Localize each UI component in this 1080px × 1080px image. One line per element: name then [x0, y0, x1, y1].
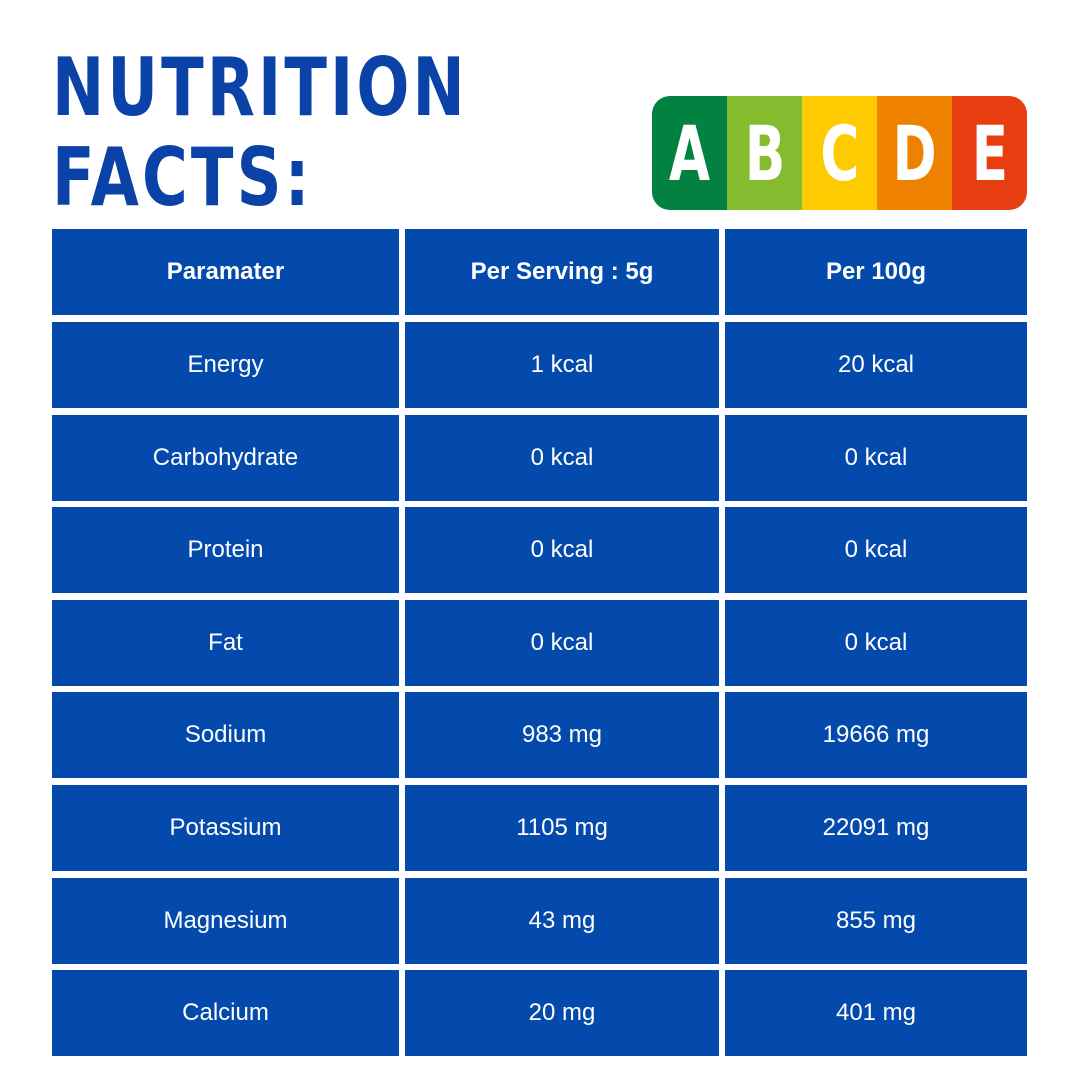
score-letter: D	[892, 108, 937, 198]
table-cell: Potassium	[52, 785, 399, 871]
table-cell: Energy	[52, 322, 399, 408]
table-cell: 0 kcal	[725, 414, 1027, 501]
table-cell: 22091 mg	[725, 785, 1027, 871]
table-cell: Calcium	[52, 970, 399, 1057]
table-cell: 43 mg	[405, 877, 719, 964]
table-cell: 20 mg	[405, 970, 719, 1057]
score-letter: C	[819, 108, 860, 198]
table-cell: 20 kcal	[725, 322, 1027, 408]
title-line: NUTRITION	[52, 41, 468, 134]
table-cell: 0 kcal	[725, 507, 1027, 594]
score-segment: B	[727, 96, 802, 210]
header-cell: Per Serving : 5g	[405, 229, 719, 315]
table-cell: 1105 mg	[405, 785, 719, 871]
table-cell: 0 kcal	[405, 507, 719, 594]
table-cell: 0 kcal	[405, 599, 719, 686]
table-cell: Magnesium	[52, 877, 399, 964]
header-cell: Per 100g	[725, 229, 1027, 315]
table-cell: 983 mg	[405, 692, 719, 779]
score-segment: E	[952, 96, 1027, 210]
score-letter: A	[668, 108, 711, 198]
table-cell: 401 mg	[725, 970, 1027, 1057]
table-cell: 0 kcal	[405, 414, 719, 501]
table-cell: 19666 mg	[725, 692, 1027, 779]
score-letter: E	[971, 108, 1008, 198]
header-cell: Paramater	[52, 229, 399, 315]
score-segment: C	[802, 96, 877, 210]
table-cell: 1 kcal	[405, 322, 719, 408]
table-cell: Protein	[52, 507, 399, 594]
score-letter: B	[744, 108, 785, 198]
table-cell: Carbohydrate	[52, 414, 399, 501]
table-cell: 855 mg	[725, 877, 1027, 964]
table-cell: Sodium	[52, 692, 399, 779]
table-cell: Fat	[52, 599, 399, 686]
table-cell: 0 kcal	[725, 599, 1027, 686]
title-line: FACTS:	[52, 131, 313, 224]
score-segment: A	[652, 96, 727, 210]
score-segment: D	[877, 96, 952, 210]
